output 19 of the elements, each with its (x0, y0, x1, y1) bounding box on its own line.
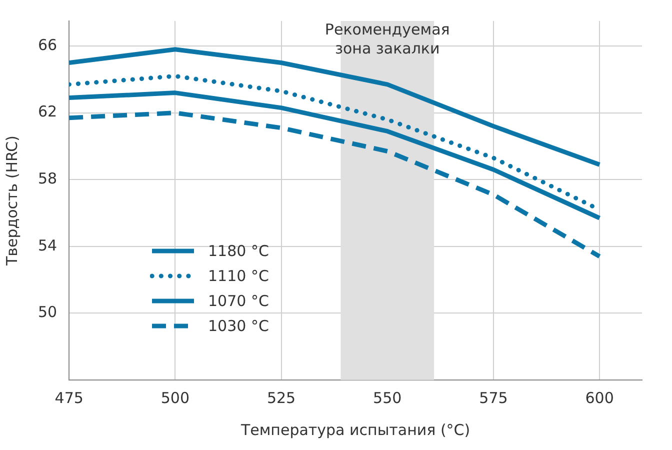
x-tick-label: 475 (54, 388, 84, 407)
y-tick-label: 62 (38, 102, 58, 121)
legend-label: 1070 °C (208, 292, 269, 310)
y-tick-label: 66 (38, 36, 58, 54)
y-tick-label: 50 (38, 303, 58, 322)
x-tick-label: 575 (479, 388, 508, 407)
y-tick-label: 58 (38, 170, 58, 188)
legend-label: 1180 °C (208, 242, 269, 260)
band-label: Рекомендуемая зона закалки (324, 20, 450, 58)
y-axis-title: Твердость (HRC) (2, 135, 21, 267)
legend-label: 1110 °C (208, 266, 269, 284)
legend-label: 1030 °C (208, 316, 269, 334)
x-tick-label: 500 (160, 388, 190, 407)
x-tick-label: 525 (266, 388, 296, 407)
x-axis-title: Температура испытания (°C) (240, 420, 470, 439)
line-series (69, 110, 602, 259)
x-tick-label: 550 (373, 388, 402, 407)
y-tick-label: 54 (38, 236, 58, 254)
x-tick-label: 600 (585, 388, 614, 407)
